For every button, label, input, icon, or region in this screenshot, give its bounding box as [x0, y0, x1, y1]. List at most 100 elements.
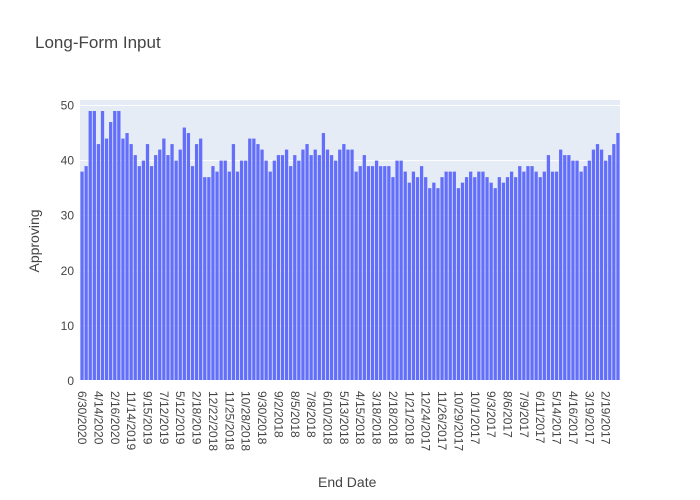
bar	[84, 166, 88, 381]
bar	[96, 144, 101, 381]
x-tick-label: 4/16/2017	[566, 391, 580, 445]
bar	[477, 171, 481, 381]
x-tick-label: 7/8/2018	[304, 391, 318, 438]
bar	[604, 160, 608, 381]
bar	[407, 182, 411, 381]
bar	[379, 166, 383, 381]
bar	[109, 122, 113, 381]
bar	[338, 149, 342, 381]
bar	[440, 177, 444, 381]
bar	[579, 171, 583, 381]
bar	[473, 177, 477, 381]
bar	[346, 149, 350, 381]
bar	[448, 171, 452, 381]
x-tick-label: 4/15/2018	[353, 391, 367, 445]
bar	[362, 155, 366, 381]
bar	[293, 155, 297, 381]
x-tick-label: 11/14/2019	[124, 391, 138, 450]
bar	[272, 160, 276, 381]
bar	[612, 144, 616, 381]
bar	[501, 182, 506, 381]
bar	[522, 171, 526, 381]
bar	[452, 171, 456, 381]
x-tick-label: 12/22/2018	[206, 391, 220, 451]
bar	[137, 166, 141, 381]
x-tick-label: 2/18/2019	[190, 391, 204, 445]
bar	[366, 166, 371, 381]
x-tick-label: 11/26/2017	[435, 391, 449, 450]
bar	[207, 177, 211, 381]
bar	[284, 149, 289, 381]
bar	[526, 166, 530, 381]
bar	[289, 166, 293, 381]
bar	[415, 177, 420, 381]
bar	[178, 149, 182, 381]
bar	[595, 144, 600, 381]
y-tick-label: 50	[61, 99, 75, 113]
x-tick-label: 9/30/2018	[255, 391, 269, 445]
x-tick-label: 2/16/2020	[108, 391, 122, 445]
x-tick-label: 10/1/2017	[468, 391, 482, 445]
bar	[370, 166, 375, 381]
x-tick-label: 3/19/2017	[582, 391, 596, 445]
x-tick-label: 3/18/2018	[370, 391, 384, 445]
bar	[309, 155, 313, 381]
bar	[227, 171, 231, 381]
bar	[518, 166, 522, 381]
bar	[599, 149, 604, 381]
bar	[223, 160, 227, 381]
x-tick-label: 6/10/2018	[321, 391, 335, 445]
bar	[460, 182, 465, 381]
x-tick-label: 10/29/2017	[451, 391, 465, 451]
bar	[100, 111, 105, 382]
bar	[554, 171, 559, 381]
bar	[113, 111, 117, 382]
bar	[354, 171, 358, 381]
bar	[358, 166, 362, 381]
x-tick-label: 2/18/2018	[386, 391, 400, 445]
bar	[162, 138, 166, 381]
bar	[489, 182, 493, 381]
bar	[563, 155, 567, 381]
x-axis-title: End Date	[318, 474, 377, 490]
bar	[117, 111, 121, 382]
bar	[203, 177, 207, 381]
bar	[264, 160, 268, 381]
bar	[559, 149, 563, 381]
bar	[305, 144, 309, 381]
bar	[464, 177, 469, 381]
bar	[317, 155, 321, 381]
bar	[456, 188, 461, 381]
bar	[121, 138, 125, 381]
bar	[514, 177, 518, 381]
bar	[239, 160, 244, 381]
x-tick-label: 9/3/2017	[484, 391, 498, 438]
bar	[436, 188, 440, 381]
bar	[399, 160, 403, 381]
bar	[190, 166, 195, 381]
bar	[276, 155, 281, 381]
bar	[391, 177, 395, 381]
bar	[432, 182, 436, 381]
bar	[129, 144, 133, 381]
bar	[571, 160, 575, 381]
y-tick-label: 10	[61, 319, 75, 333]
bar	[591, 149, 596, 381]
bar	[329, 155, 334, 381]
bar	[538, 177, 542, 381]
bar	[419, 166, 424, 381]
bar	[235, 171, 240, 381]
bar	[542, 171, 546, 381]
x-tick-label: 11/25/2018	[222, 391, 236, 450]
bar	[297, 160, 301, 381]
bar	[174, 160, 178, 381]
bar	[301, 149, 305, 381]
bar	[325, 149, 330, 381]
x-tick-label: 6/11/2017	[533, 391, 547, 444]
y-tick-label: 0	[67, 374, 74, 388]
x-tick-label: 5/13/2018	[337, 391, 351, 445]
x-tick-label: 8/5/2018	[288, 391, 302, 438]
x-tick-label: 10/28/2018	[239, 391, 253, 451]
x-tick-label: 7/12/2019	[157, 391, 171, 445]
bar	[546, 155, 551, 381]
